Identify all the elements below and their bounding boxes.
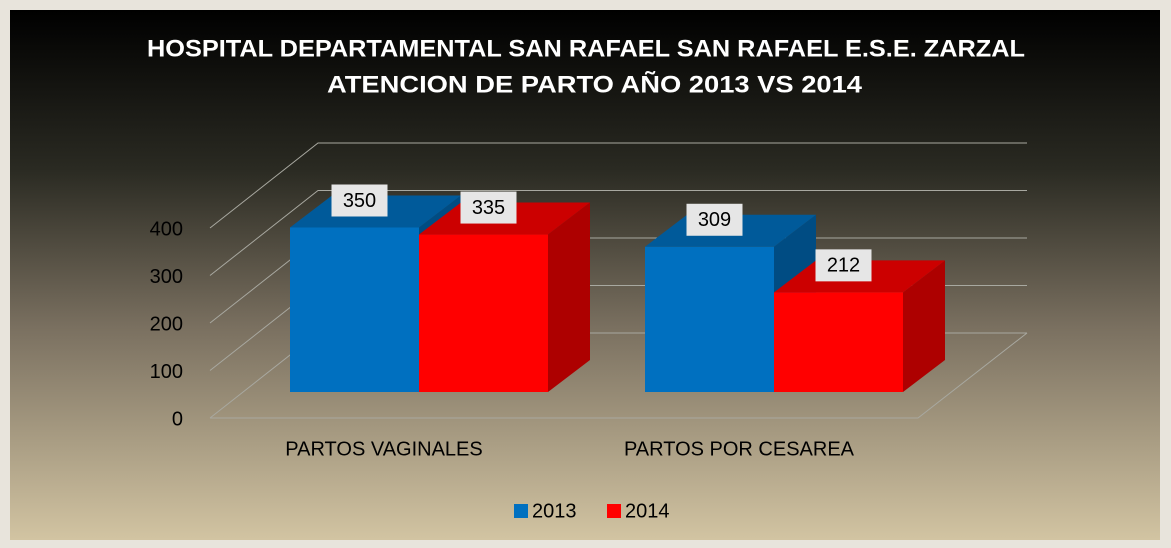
- y-tick-label: 400: [150, 218, 183, 240]
- value-label: 309: [698, 209, 731, 231]
- x-tick-label: PARTOS VAGINALES: [285, 438, 482, 460]
- value-label: 350: [343, 190, 376, 212]
- legend-label: 2013: [532, 500, 577, 522]
- bar: [419, 234, 548, 392]
- y-tick-label: 200: [150, 313, 183, 335]
- value-label-box: [331, 184, 388, 217]
- bar: [290, 227, 419, 392]
- grid-line: [209, 190, 1027, 276]
- bar: [645, 246, 774, 392]
- y-tick-label: 0: [172, 408, 183, 430]
- y-tick-label: 300: [150, 266, 183, 288]
- legend-label: 2014: [625, 500, 670, 522]
- grid-line: [209, 142, 1027, 229]
- value-label-box: [815, 249, 872, 282]
- value-label: 212: [827, 255, 860, 277]
- bar: [774, 292, 903, 392]
- value-label: 335: [472, 197, 505, 219]
- x-tick-label: PARTOS POR CESAREA: [624, 438, 855, 460]
- bar-side: [903, 260, 945, 392]
- chart-title: HOSPITAL DEPARTAMENTAL SAN RAFAEL SAN RA…: [147, 35, 1025, 62]
- chart-title: ATENCION DE PARTO AÑO 2013 VS 2014: [327, 70, 863, 98]
- legend-swatch: [514, 504, 528, 518]
- value-label-box: [460, 191, 517, 224]
- floor-edge: [210, 332, 1028, 419]
- bar-side: [548, 202, 590, 392]
- y-tick-label: 100: [150, 361, 183, 383]
- value-label-box: [686, 203, 743, 236]
- legend-swatch: [607, 504, 621, 518]
